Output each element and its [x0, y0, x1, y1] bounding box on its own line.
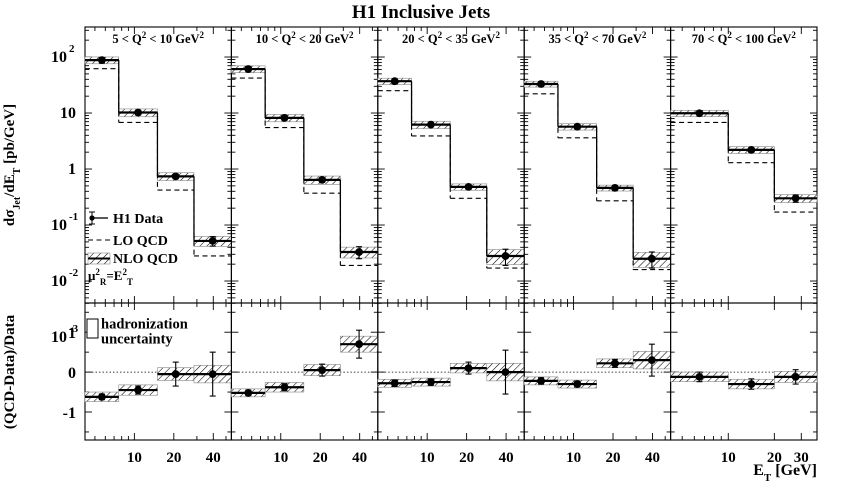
- svg-text:40: 40: [206, 450, 221, 466]
- svg-text:10: 10: [721, 450, 736, 466]
- svg-text:10 < Q2 < 20 GeV2: 10 < Q2 < 20 GeV2: [256, 30, 354, 46]
- svg-text:10: 10: [51, 49, 67, 66]
- svg-text:35 < Q2 < 70 GeV2: 35 < Q2 < 70 GeV2: [548, 30, 646, 46]
- svg-text:H1 Data: H1 Data: [113, 212, 163, 227]
- svg-text:5 < Q2 < 10 GeV2: 5 < Q2 < 10 GeV2: [112, 30, 204, 46]
- svg-text:10: 10: [127, 450, 142, 466]
- svg-text:20: 20: [459, 450, 474, 466]
- svg-text:-2: -2: [69, 267, 79, 279]
- svg-text:10: 10: [51, 217, 67, 234]
- svg-text:10: 10: [273, 450, 288, 466]
- svg-text:10: 10: [566, 450, 581, 466]
- svg-text:1: 1: [68, 325, 76, 342]
- svg-text:40: 40: [645, 450, 660, 466]
- svg-text:-1: -1: [63, 405, 76, 422]
- svg-text:20: 20: [313, 450, 328, 466]
- svg-text:-1: -1: [69, 211, 78, 223]
- svg-text:20: 20: [606, 450, 621, 466]
- svg-text:H1 Inclusive Jets: H1 Inclusive Jets: [352, 2, 490, 23]
- svg-text:NLO QCD: NLO QCD: [113, 252, 178, 267]
- svg-text:40: 40: [352, 450, 367, 466]
- svg-text:20 < Q2 < 35 GeV2: 20 < Q2 < 35 GeV2: [402, 30, 500, 46]
- svg-text:20: 20: [166, 450, 181, 466]
- svg-text:1: 1: [68, 161, 76, 178]
- svg-text:hadronization: hadronization: [101, 317, 188, 333]
- svg-text:10: 10: [51, 273, 67, 290]
- svg-text:2: 2: [69, 43, 75, 55]
- svg-text:LO QCD: LO QCD: [113, 234, 168, 249]
- svg-text:10: 10: [60, 105, 76, 122]
- svg-text:10: 10: [51, 329, 67, 346]
- svg-text:40: 40: [499, 450, 514, 466]
- svg-text:(QCD-Data)/Data: (QCD-Data)/Data: [2, 314, 18, 429]
- svg-text:10: 10: [420, 450, 435, 466]
- svg-text:0: 0: [68, 365, 76, 382]
- svg-text:70 < Q2 < 100 GeV2: 70 < Q2 < 100 GeV2: [692, 30, 797, 46]
- svg-text:uncertainty: uncertainty: [101, 332, 173, 348]
